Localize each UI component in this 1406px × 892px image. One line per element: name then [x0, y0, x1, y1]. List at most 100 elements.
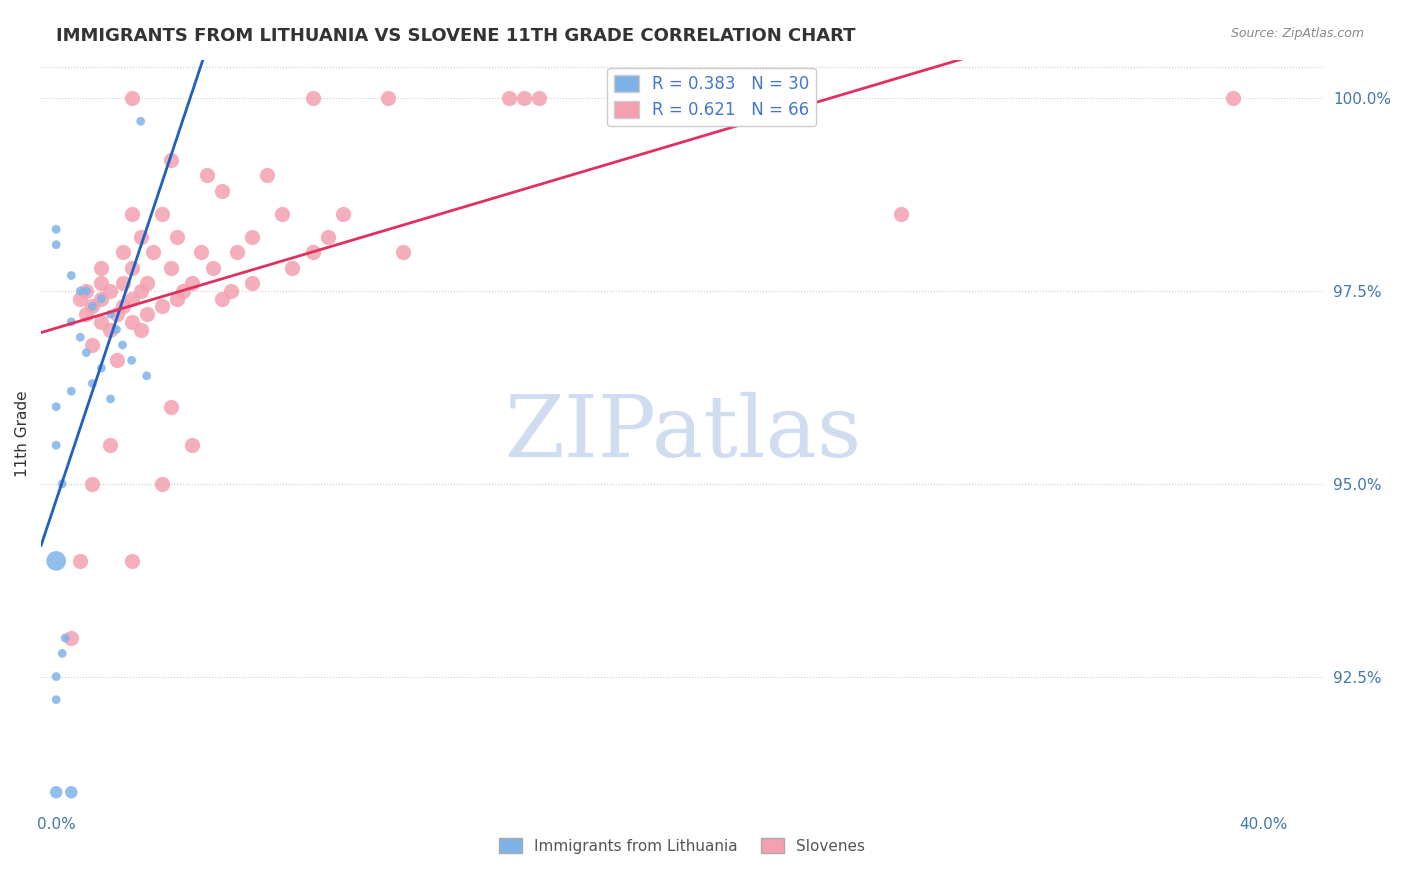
Text: Source: ZipAtlas.com: Source: ZipAtlas.com	[1230, 27, 1364, 40]
Point	[142, 245, 165, 260]
Point	[105, 307, 128, 321]
Point	[45, 222, 67, 236]
Point	[332, 207, 354, 221]
Point	[45, 400, 67, 414]
Point	[166, 230, 188, 244]
Point	[890, 207, 912, 221]
Point	[82, 299, 104, 313]
Point	[498, 91, 520, 105]
Point	[135, 277, 157, 291]
Point	[75, 307, 97, 321]
Legend: R = 0.383   N = 30, R = 0.621   N = 66: R = 0.383 N = 30, R = 0.621 N = 66	[607, 68, 815, 126]
Point	[392, 245, 415, 260]
Point	[181, 438, 204, 452]
Point	[100, 322, 122, 336]
Point	[100, 438, 122, 452]
Point	[51, 476, 73, 491]
Point	[240, 277, 263, 291]
Point	[135, 368, 157, 383]
Point	[527, 91, 550, 105]
Point	[69, 284, 91, 298]
Point	[111, 277, 134, 291]
Point	[69, 292, 91, 306]
Point	[121, 91, 143, 105]
Point	[90, 292, 112, 306]
Point	[90, 292, 112, 306]
Point	[377, 91, 399, 105]
Point	[129, 230, 152, 244]
Point	[75, 345, 97, 359]
Point	[240, 230, 263, 244]
Point	[60, 631, 83, 645]
Point	[45, 554, 67, 568]
Point	[75, 284, 97, 298]
Point	[69, 330, 91, 344]
Point	[111, 338, 134, 352]
Point	[181, 277, 204, 291]
Point	[75, 284, 97, 298]
Point	[121, 207, 143, 221]
Point	[219, 284, 242, 298]
Point	[160, 400, 183, 414]
Point	[45, 669, 67, 683]
Point	[45, 438, 67, 452]
Point	[211, 184, 233, 198]
Y-axis label: 11th Grade: 11th Grade	[15, 391, 30, 477]
Point	[90, 260, 112, 275]
Point	[166, 292, 188, 306]
Point	[82, 476, 104, 491]
Point	[202, 260, 225, 275]
Point	[60, 268, 83, 283]
Point	[135, 307, 157, 321]
Point	[105, 353, 128, 368]
Point	[129, 322, 152, 336]
Point	[45, 237, 67, 252]
Point	[121, 292, 143, 306]
Point	[90, 361, 112, 376]
Point	[121, 315, 143, 329]
Point	[69, 554, 91, 568]
Point	[45, 785, 67, 799]
Point	[256, 169, 278, 183]
Text: ZIPatlas: ZIPatlas	[503, 392, 860, 475]
Point	[160, 153, 183, 167]
Point	[195, 169, 218, 183]
Point	[150, 476, 173, 491]
Point	[45, 692, 67, 706]
Point	[211, 292, 233, 306]
Point	[60, 384, 83, 399]
Point	[172, 284, 194, 298]
Point	[51, 647, 73, 661]
Point	[60, 315, 83, 329]
Point	[121, 353, 143, 368]
Point	[150, 299, 173, 313]
Point	[316, 230, 339, 244]
Point	[129, 284, 152, 298]
Point	[90, 315, 112, 329]
Point	[100, 284, 122, 298]
Point	[301, 91, 323, 105]
Point	[105, 322, 128, 336]
Point	[60, 785, 83, 799]
Text: IMMIGRANTS FROM LITHUANIA VS SLOVENE 11TH GRADE CORRELATION CHART: IMMIGRANTS FROM LITHUANIA VS SLOVENE 11T…	[56, 27, 856, 45]
Point	[271, 207, 294, 221]
Point	[82, 376, 104, 391]
Point	[111, 245, 134, 260]
Point	[111, 299, 134, 313]
Point	[82, 338, 104, 352]
Point	[150, 207, 173, 221]
Point	[90, 277, 112, 291]
Point	[100, 392, 122, 406]
Point	[226, 245, 249, 260]
Point	[53, 631, 76, 645]
Point	[129, 114, 152, 128]
Point	[513, 91, 536, 105]
Point	[121, 260, 143, 275]
Point	[280, 260, 302, 275]
Point	[121, 554, 143, 568]
Point	[82, 299, 104, 313]
Point	[100, 307, 122, 321]
Point	[190, 245, 212, 260]
Point	[160, 260, 183, 275]
Point	[1222, 91, 1244, 105]
